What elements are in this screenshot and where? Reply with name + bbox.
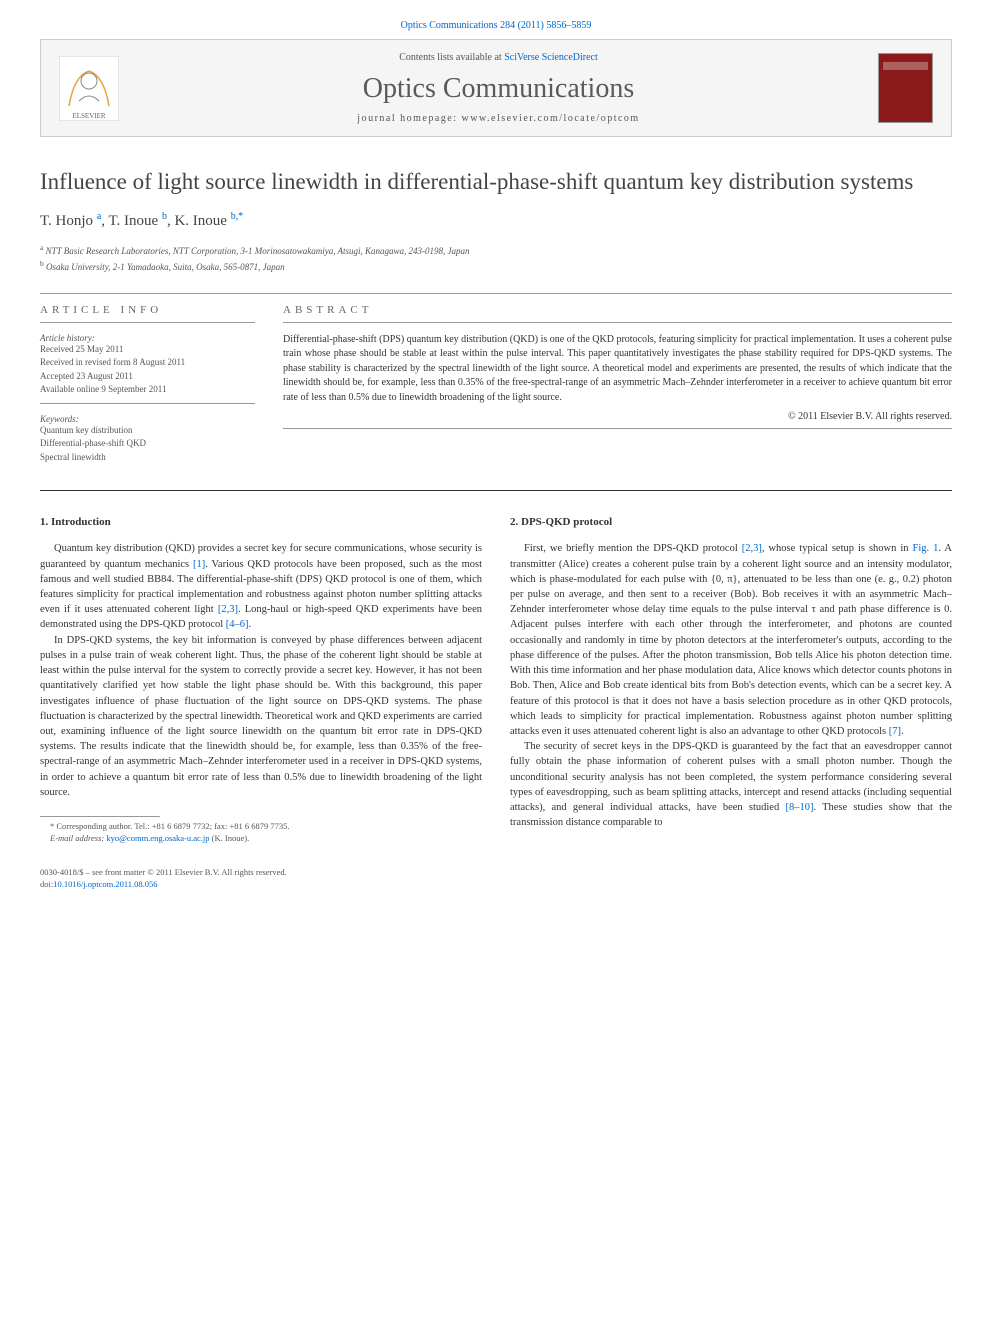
full-width-divider xyxy=(40,490,952,491)
author-sep: , xyxy=(101,213,108,229)
article-info-heading: ARTICLE INFO xyxy=(40,304,255,316)
authors-line: T. Honjo a, T. Inoue b, K. Inoue b,* xyxy=(40,211,952,230)
body-columns: 1. Introduction Quantum key distribution… xyxy=(40,515,952,844)
svg-text:ELSEVIER: ELSEVIER xyxy=(72,112,105,120)
article-info-block: ARTICLE INFO Article history: Received 2… xyxy=(40,304,255,465)
header-center: Contents lists available at SciVerse Sci… xyxy=(139,52,858,124)
info-abstract-row: ARTICLE INFO Article history: Received 2… xyxy=(40,304,952,465)
doi-line: doi:10.1016/j.optcom.2011.08.056 xyxy=(40,879,952,891)
ref-link[interactable]: [2,3] xyxy=(742,543,762,554)
bottom-metadata: 0030-4018/$ – see front matter © 2011 El… xyxy=(40,867,952,891)
contents-list-line: Contents lists available at SciVerse Sci… xyxy=(139,52,858,63)
footnote-separator xyxy=(40,816,160,817)
ref-link[interactable]: [4–6] xyxy=(226,619,249,630)
protocol-para-2: The security of secret keys in the DPS-Q… xyxy=(510,739,952,830)
revised-date: Received in revised form 8 August 2011 xyxy=(40,356,255,370)
ref-link[interactable]: [1] xyxy=(193,559,205,570)
author: T. Inoue xyxy=(109,213,162,229)
fig-link[interactable]: Fig. 1 xyxy=(913,543,939,554)
journal-homepage: journal homepage: www.elsevier.com/locat… xyxy=(139,113,858,124)
ref-link[interactable]: [7] xyxy=(889,726,901,737)
author: T. Honjo xyxy=(40,213,97,229)
right-column: 2. DPS-QKD protocol First, we briefly me… xyxy=(510,515,952,844)
affiliation-line: b Osaka University, 2-1 Yamadaoka, Suita… xyxy=(40,258,952,275)
keyword: Quantum key distribution xyxy=(40,424,255,438)
keywords-block: Keywords: Quantum key distribution Diffe… xyxy=(40,414,255,465)
affiliation-marker[interactable]: b,* xyxy=(231,211,244,222)
corresponding-author-footnote: * Corresponding author. Tel.: +81 6 6879… xyxy=(40,821,482,833)
abstract-copyright: © 2011 Elsevier B.V. All rights reserved… xyxy=(283,411,952,422)
intro-para-2: In DPS-QKD systems, the key bit informat… xyxy=(40,633,482,800)
keyword: Differential-phase-shift QKD xyxy=(40,437,255,451)
keyword: Spectral linewidth xyxy=(40,451,255,465)
affiliations: a NTT Basic Research Laboratories, NTT C… xyxy=(40,242,952,275)
author: K. Inoue xyxy=(174,213,230,229)
abstract-block: ABSTRACT Differential-phase-shift (DPS) … xyxy=(283,304,952,465)
journal-name: Optics Communications xyxy=(139,73,858,105)
abstract-heading: ABSTRACT xyxy=(283,304,952,316)
ref-link[interactable]: [8–10] xyxy=(785,802,813,813)
abstract-text: Differential-phase-shift (DPS) quantum k… xyxy=(283,333,952,406)
divider xyxy=(283,428,952,429)
section-heading-intro: 1. Introduction xyxy=(40,515,482,531)
email-link[interactable]: kyo@comm.eng.osaka-u.ac.jp xyxy=(106,833,209,843)
top-citation: Optics Communications 284 (2011) 5856–58… xyxy=(40,20,952,31)
divider xyxy=(40,403,255,404)
sciencedirect-link[interactable]: SciVerse ScienceDirect xyxy=(504,52,598,63)
journal-cover-thumbnail xyxy=(878,53,933,123)
divider xyxy=(40,293,952,294)
elsevier-logo: ELSEVIER xyxy=(59,56,119,121)
divider xyxy=(283,322,952,323)
online-date: Available online 9 September 2011 xyxy=(40,383,255,397)
accepted-date: Accepted 23 August 2011 xyxy=(40,370,255,384)
contents-prefix: Contents lists available at xyxy=(399,52,504,63)
email-footnote: E-mail address: kyo@comm.eng.osaka-u.ac.… xyxy=(40,833,482,845)
journal-header-box: ELSEVIER Contents lists available at Sci… xyxy=(40,39,952,137)
divider xyxy=(40,322,255,323)
affiliation-line: a NTT Basic Research Laboratories, NTT C… xyxy=(40,242,952,259)
intro-para-1: Quantum key distribution (QKD) provides … xyxy=(40,541,482,632)
ref-link[interactable]: [2,3] xyxy=(218,604,238,615)
doi-link[interactable]: 10.1016/j.optcom.2011.08.056 xyxy=(53,879,157,889)
keywords-label: Keywords: xyxy=(40,414,255,424)
citation-link[interactable]: Optics Communications 284 (2011) 5856–58… xyxy=(401,20,592,31)
history-label: Article history: xyxy=(40,333,255,343)
article-title: Influence of light source linewidth in d… xyxy=(40,167,952,197)
left-column: 1. Introduction Quantum key distribution… xyxy=(40,515,482,844)
section-heading-protocol: 2. DPS-QKD protocol xyxy=(510,515,952,531)
issn-line: 0030-4018/$ – see front matter © 2011 El… xyxy=(40,867,952,879)
protocol-para-1: First, we briefly mention the DPS-QKD pr… xyxy=(510,541,952,739)
received-date: Received 25 May 2011 xyxy=(40,343,255,357)
